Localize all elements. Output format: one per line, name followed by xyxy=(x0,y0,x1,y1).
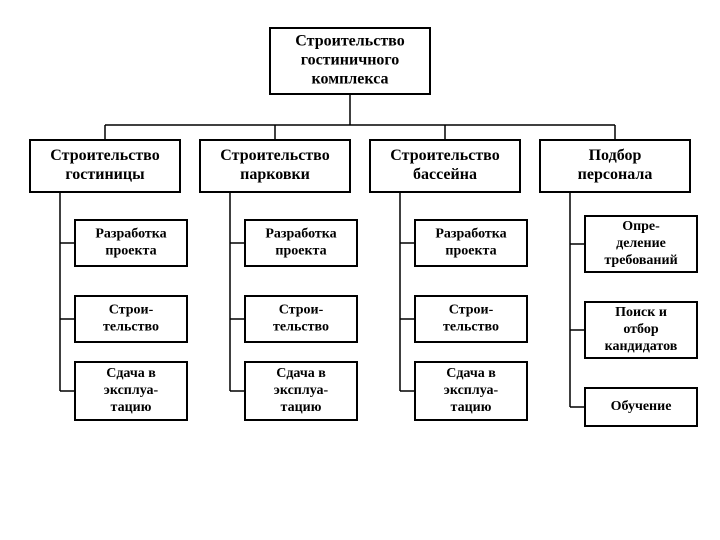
node-label: парковки xyxy=(240,166,310,183)
node-label: Сдача в xyxy=(276,366,326,381)
node-label: тельство xyxy=(273,320,329,335)
node-label: деление xyxy=(616,236,666,251)
node-label: Подбор xyxy=(589,147,642,164)
node-label: требований xyxy=(604,253,677,268)
node-label: Опре- xyxy=(622,219,660,234)
node-label: Разработка xyxy=(435,227,506,242)
node-label: эксплуа- xyxy=(104,383,159,398)
node-label: проекта xyxy=(445,244,496,259)
node-label: проекта xyxy=(105,244,156,259)
node-label: эксплуа- xyxy=(444,383,499,398)
node-label: проекта xyxy=(275,244,326,259)
node-label: кандидатов xyxy=(605,339,678,354)
node-label: комплекса xyxy=(311,71,388,88)
node-label: Разработка xyxy=(95,227,166,242)
node-label: Обучение xyxy=(611,399,672,414)
node-label: Строительство xyxy=(390,147,499,164)
node-label: бассейна xyxy=(413,166,477,183)
node-label: Строи- xyxy=(109,303,154,318)
node-label: Строительство xyxy=(295,33,404,50)
node-label: тельство xyxy=(443,320,499,335)
node-label: тацию xyxy=(451,400,492,415)
node-label: Строи- xyxy=(279,303,324,318)
node-label: эксплуа- xyxy=(274,383,329,398)
node-label: тельство xyxy=(103,320,159,335)
node-label: персонала xyxy=(578,166,653,183)
node-label: Сдача в xyxy=(106,366,156,381)
node-label: Строительство xyxy=(50,147,159,164)
node-label: тацию xyxy=(111,400,152,415)
node-label: Строи- xyxy=(449,303,494,318)
node-label: тацию xyxy=(281,400,322,415)
org-chart: Строительство гостиничного комплекса Строит… xyxy=(0,0,720,540)
node-label: Сдача в xyxy=(446,366,496,381)
node-label: Разработка xyxy=(265,227,336,242)
node-label: гостиницы xyxy=(65,166,145,183)
node-label: Поиск и xyxy=(615,305,667,320)
node-label: отбор xyxy=(623,322,659,337)
node-label: Строительство xyxy=(220,147,329,164)
node-label: гостиничного xyxy=(301,52,400,69)
